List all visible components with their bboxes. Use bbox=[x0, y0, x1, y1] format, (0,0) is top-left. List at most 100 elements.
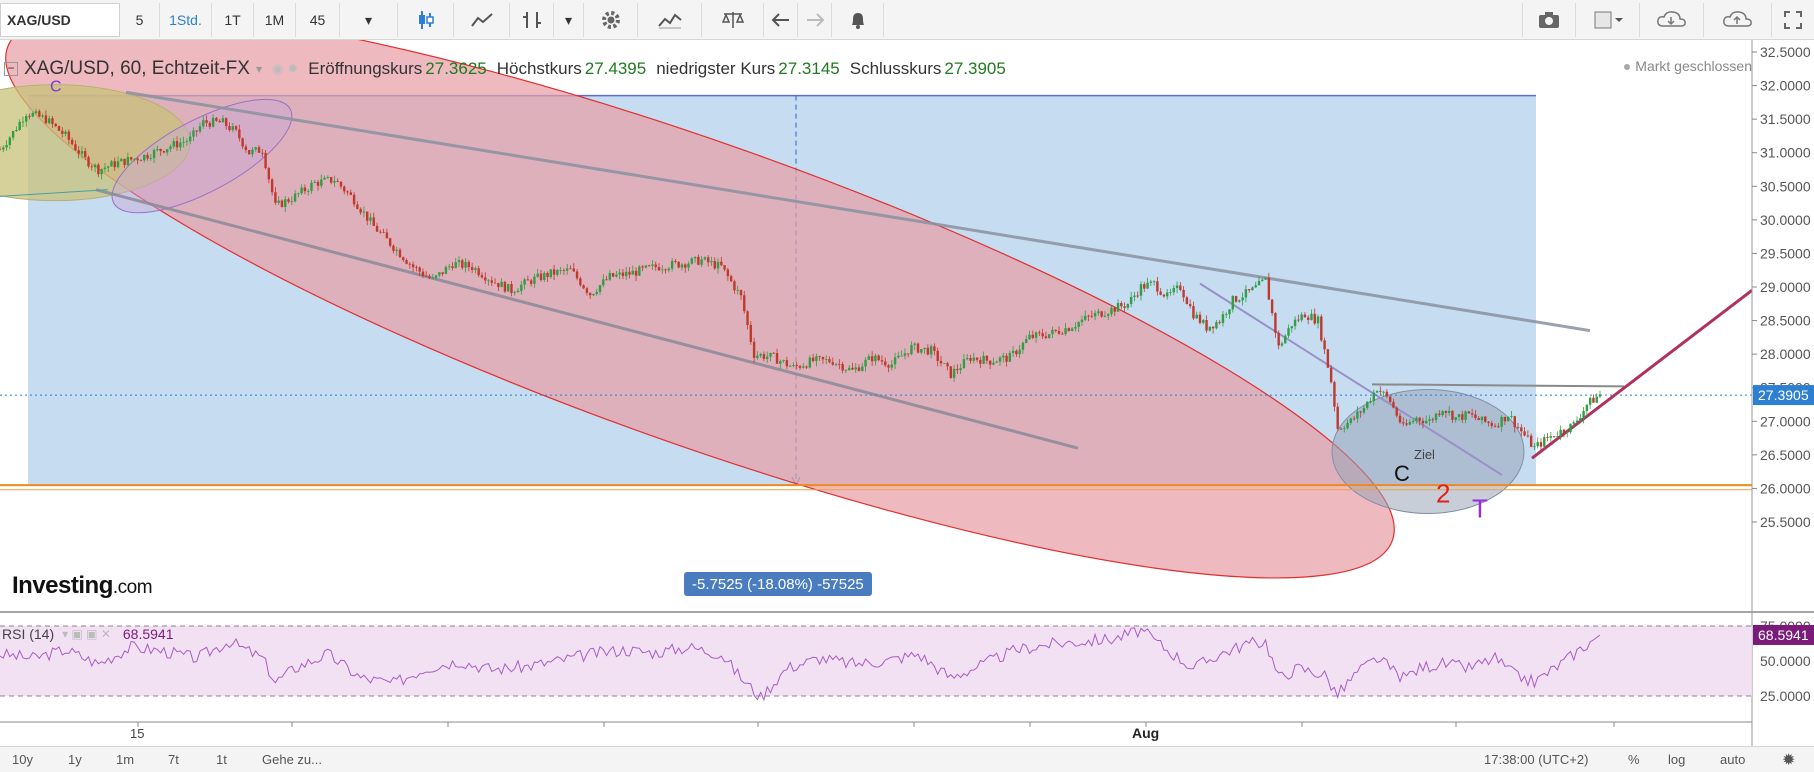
candle-body bbox=[1575, 420, 1579, 423]
alert-button[interactable] bbox=[832, 3, 884, 37]
scales-icon bbox=[721, 12, 744, 28]
candle-body bbox=[1031, 334, 1034, 338]
candle-body bbox=[772, 352, 775, 354]
candle-body bbox=[1061, 333, 1064, 335]
candle-body bbox=[388, 238, 392, 246]
candles-type-button[interactable] bbox=[398, 3, 454, 37]
percent-scale-button[interactable]: % bbox=[1628, 752, 1640, 767]
candle-body bbox=[972, 357, 975, 361]
y-tick-label: 29.5000 bbox=[1760, 245, 1811, 261]
interval-dropdown[interactable]: ▾ bbox=[340, 3, 398, 37]
candle-body bbox=[1205, 320, 1208, 331]
candle-body bbox=[1323, 340, 1326, 350]
candle-body bbox=[149, 158, 153, 159]
candle-body bbox=[451, 266, 454, 269]
candle-body bbox=[129, 157, 133, 160]
candle-body bbox=[1241, 297, 1244, 301]
candle-body bbox=[1349, 418, 1353, 423]
candle-body bbox=[533, 276, 536, 284]
gear-icon[interactable]: ✹ bbox=[287, 61, 299, 76]
goto-date-button[interactable]: Gehe zu... bbox=[262, 752, 322, 767]
candle-body bbox=[139, 160, 143, 162]
range-10y-button[interactable]: 10y bbox=[12, 752, 33, 767]
range-1d-button[interactable]: 1T bbox=[212, 3, 254, 37]
candle-body bbox=[657, 267, 661, 271]
settings-button[interactable] bbox=[584, 3, 638, 37]
candle-body bbox=[425, 275, 428, 277]
candle-body bbox=[57, 126, 61, 131]
gear-icon[interactable]: ✹ bbox=[1782, 752, 1796, 769]
snapshot-button[interactable] bbox=[1522, 3, 1576, 37]
interval-5-button[interactable]: 5 bbox=[120, 3, 160, 37]
candle-body bbox=[382, 232, 385, 233]
candle-body bbox=[1231, 296, 1234, 310]
candle-body bbox=[651, 264, 654, 266]
candle-body bbox=[64, 131, 67, 134]
candle-body bbox=[1198, 314, 1202, 323]
range-1m-button[interactable]: 1M bbox=[254, 3, 296, 37]
load-layout-button[interactable] bbox=[1640, 3, 1704, 37]
candle-body bbox=[1002, 355, 1005, 358]
range-7d-button[interactable]: 7t bbox=[168, 752, 179, 767]
candle-body bbox=[920, 349, 923, 353]
candle-body bbox=[1057, 330, 1061, 334]
range-1y-button[interactable]: 1y bbox=[68, 752, 82, 767]
candle-body bbox=[34, 111, 38, 114]
candle-body bbox=[372, 217, 375, 226]
candle-body bbox=[146, 154, 149, 159]
candle-body bbox=[202, 120, 205, 127]
candle-body bbox=[1559, 429, 1562, 437]
candle-body bbox=[752, 341, 756, 358]
candle-body bbox=[687, 263, 690, 268]
candle-body bbox=[611, 273, 615, 277]
indicators-button[interactable] bbox=[638, 3, 702, 37]
candle-body bbox=[159, 148, 162, 152]
rsi-settings-icon[interactable]: ▾ ▣ ▣ ✕ bbox=[62, 627, 111, 641]
candle-body bbox=[884, 361, 887, 366]
layout-button[interactable] bbox=[1576, 3, 1640, 37]
candle-body bbox=[1280, 343, 1284, 346]
compare-button[interactable] bbox=[702, 3, 764, 37]
candle-body bbox=[1546, 437, 1549, 438]
collapse-legend-icon[interactable]: − bbox=[4, 62, 18, 76]
candle-body bbox=[1539, 442, 1543, 447]
y-tick-label: 32.0000 bbox=[1760, 78, 1811, 94]
candle-body bbox=[1536, 442, 1539, 447]
candle-body bbox=[1162, 294, 1166, 297]
fullscreen-button[interactable] bbox=[1772, 3, 1814, 37]
candle-body bbox=[1588, 397, 1592, 405]
candle-body bbox=[867, 356, 871, 360]
candle-body bbox=[582, 285, 585, 289]
candle-body bbox=[1025, 339, 1028, 343]
bar-type-button[interactable] bbox=[510, 3, 554, 37]
symbol-text: XAG/USD bbox=[7, 12, 71, 28]
candle-body bbox=[500, 281, 503, 288]
bars-45-button[interactable]: 45 bbox=[296, 3, 340, 37]
undo-button[interactable] bbox=[764, 3, 798, 37]
redo-button[interactable] bbox=[798, 3, 832, 37]
symbol-search-input[interactable]: XAG/USD bbox=[0, 3, 120, 37]
candle-body bbox=[106, 166, 110, 168]
save-layout-button[interactable] bbox=[1704, 3, 1772, 37]
log-scale-button[interactable]: log bbox=[1668, 752, 1686, 767]
auto-scale-button[interactable]: auto bbox=[1720, 752, 1746, 767]
candle-body bbox=[1300, 314, 1303, 321]
legend-symbol: XAG/USD, 60, Echtzeit-FX bbox=[24, 58, 250, 79]
candle-body bbox=[638, 266, 641, 276]
candle-body bbox=[566, 268, 569, 271]
eye-icon[interactable]: ◉ bbox=[272, 61, 284, 76]
candle-body bbox=[782, 360, 785, 362]
candle-body bbox=[933, 346, 936, 351]
candle-body bbox=[1284, 335, 1287, 344]
y-tick-label: 30.5000 bbox=[1760, 178, 1811, 194]
range-1m-button[interactable]: 1m bbox=[116, 752, 135, 767]
candle-body bbox=[641, 266, 644, 268]
line-type-button[interactable] bbox=[454, 3, 510, 37]
chart-type-dropdown[interactable]: ▾ bbox=[554, 3, 584, 37]
candle-body bbox=[605, 279, 608, 281]
candle-body bbox=[90, 166, 94, 168]
range-1d-button[interactable]: 1t bbox=[216, 752, 227, 767]
price-chart[interactable]: CC2TZiel25.500026.000026.500027.000027.5… bbox=[0, 40, 1814, 746]
interval-1h-button[interactable]: 1Std. bbox=[160, 3, 212, 37]
legend-menu-icon[interactable]: ▾ bbox=[255, 62, 262, 76]
